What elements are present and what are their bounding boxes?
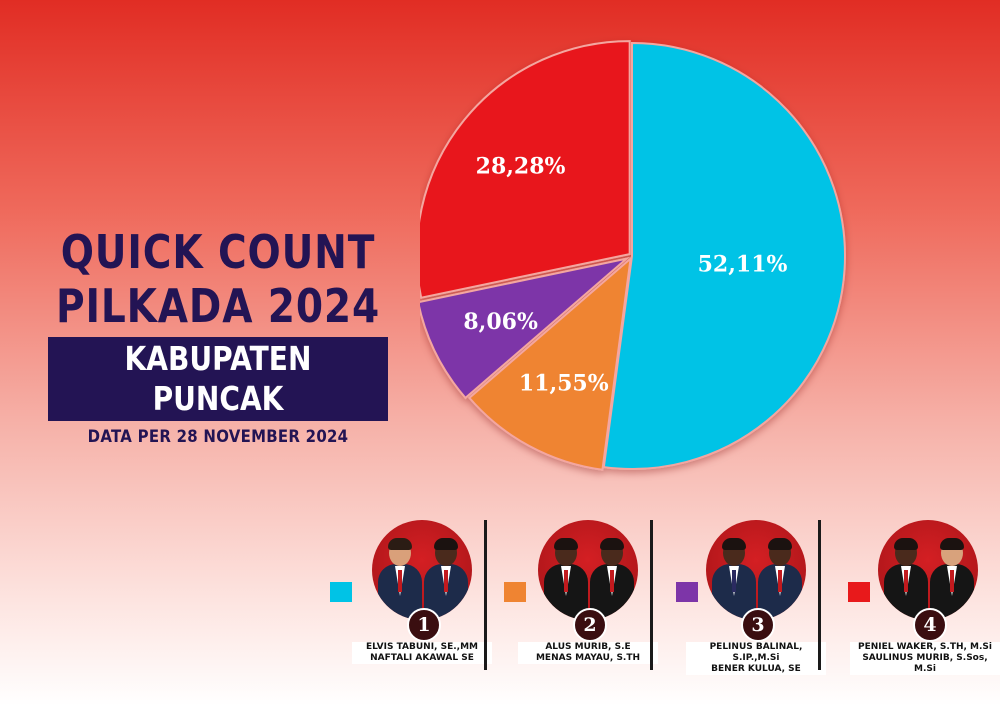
legend-swatch-1 (330, 582, 352, 602)
legend-divider-2 (650, 520, 653, 670)
legend-divider-1 (484, 520, 487, 670)
candidate-names-1: ELVIS TABUNI, SE.,MM NAFTALI AKAWAL SE (352, 642, 492, 664)
legend-swatch-2 (504, 582, 526, 602)
region-subtitle: KABUPATEN PUNCAK (48, 337, 388, 421)
pie-slice-label-1: 52,11% (698, 251, 788, 277)
candidate-1-name-2: NAFTALI AKAWAL SE (370, 653, 474, 663)
candidate-2-name-2: MENAS MAYAU, S.TH (535, 653, 641, 663)
pie-slice-label-3: 8,06% (463, 309, 538, 335)
title-line-1: QUICK COUNT (60, 225, 376, 279)
candidate-number-1: 1 (407, 608, 441, 642)
pie-slice-1 (602, 41, 846, 470)
candidate-photo-4 (878, 520, 978, 620)
candidate-3-name-2: BENER KULUA, SE (711, 664, 801, 674)
pie-chart: 52,11% 11,55% 8,06% 28,28% (420, 40, 846, 471)
candidate-number-3: 3 (741, 608, 775, 642)
legend-divider-3 (818, 520, 821, 670)
candidate-1-name-1: ELVIS TABUNI, SE.,MM (366, 642, 478, 652)
legend-swatch-3 (676, 582, 698, 602)
data-date: DATA PER 28 NOVEMBER 2024 (87, 427, 349, 447)
title-block: QUICK COUNT PILKADA 2024 KABUPATEN PUNCA… (18, 225, 418, 447)
candidate-number-2: 2 (573, 608, 607, 642)
candidate-names-2: ALUS MURIB, S.E MENAS MAYAU, S.TH (518, 642, 658, 664)
pie-slice-label-4: 28,28% (476, 153, 566, 179)
candidate-4-name-2: SAULINUS MURIB, S.Sos, M.Si (862, 653, 988, 674)
title-line-2: PILKADA 2024 (55, 279, 381, 333)
legend-candidate-3: 3 PELINUS BALINAL, S.IP.,M.Si BENER KULU… (668, 520, 826, 675)
candidate-photo-1 (372, 520, 472, 620)
pie-slice-label-2: 11,55% (519, 370, 609, 396)
legend-candidate-1: 1 ELVIS TABUNI, SE.,MM NAFTALI AKAWAL SE (330, 520, 492, 670)
legend-swatch-4 (848, 582, 870, 602)
pie-slice-4 (420, 40, 631, 299)
legend-candidate-2: 2 ALUS MURIB, S.E MENAS MAYAU, S.TH (500, 520, 658, 670)
pie-slice-2 (467, 256, 632, 471)
candidate-2-name-1: ALUS MURIB, S.E (545, 642, 631, 652)
pie-slice-3 (420, 256, 631, 400)
candidate-names-3: PELINUS BALINAL, S.IP.,M.Si BENER KULUA,… (686, 642, 826, 675)
candidate-photo-2 (538, 520, 638, 620)
legend-candidate-4: 4 PENIEL WAKER, S.TH, M.Si SAULINUS MURI… (836, 520, 1000, 675)
candidate-4-name-1: PENIEL WAKER, S.TH, M.Si (858, 642, 992, 652)
candidate-number-4: 4 (913, 608, 947, 642)
candidate-names-4: PENIEL WAKER, S.TH, M.Si SAULINUS MURIB,… (850, 642, 1000, 675)
candidate-3-name-1: PELINUS BALINAL, S.IP.,M.Si (709, 642, 803, 663)
candidate-photo-3 (706, 520, 806, 620)
